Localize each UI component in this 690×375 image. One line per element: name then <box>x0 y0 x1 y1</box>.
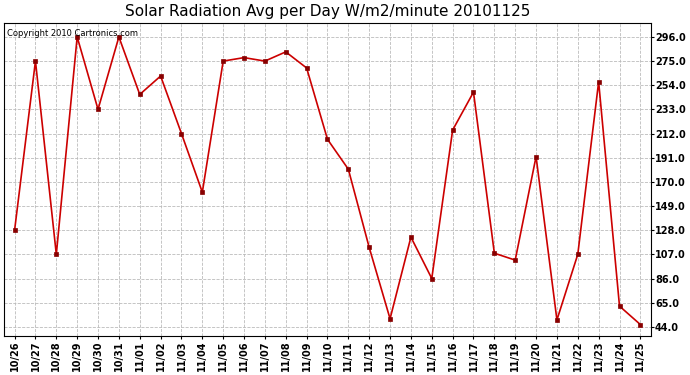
Title: Solar Radiation Avg per Day W/m2/minute 20101125: Solar Radiation Avg per Day W/m2/minute … <box>125 4 530 19</box>
Text: Copyright 2010 Cartronics.com: Copyright 2010 Cartronics.com <box>8 29 139 38</box>
